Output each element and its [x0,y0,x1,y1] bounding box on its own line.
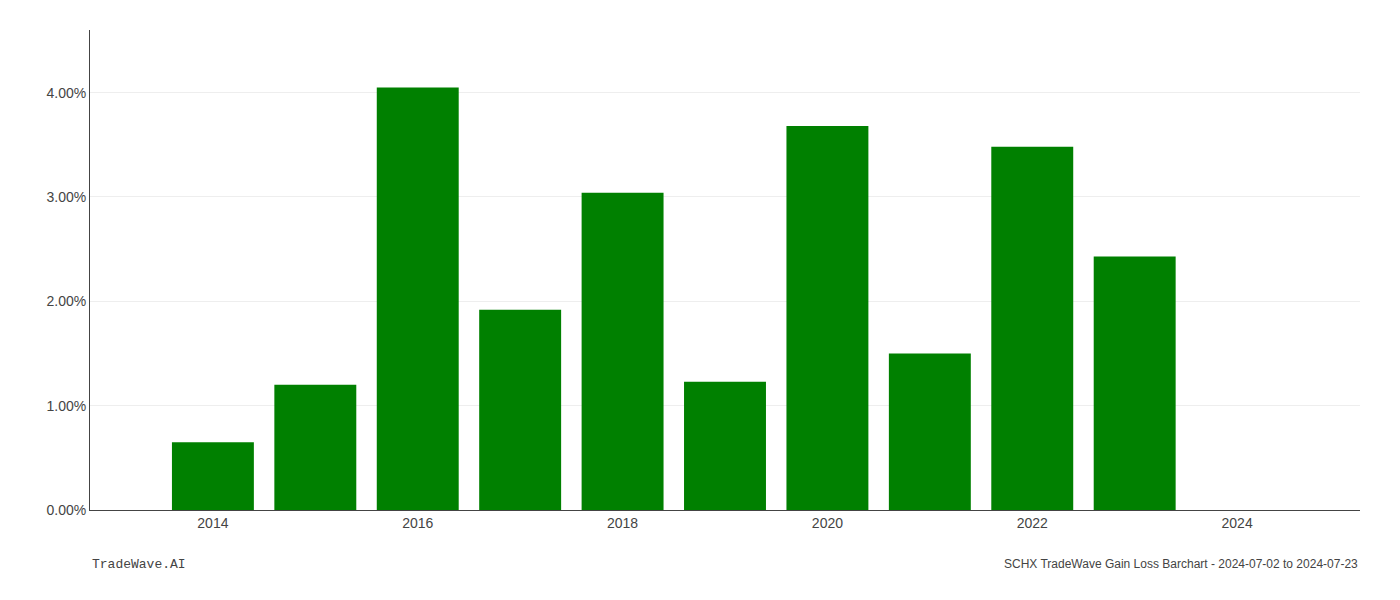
svg-text:2018: 2018 [607,515,638,531]
svg-text:3.00%: 3.00% [46,189,86,205]
svg-text:4.00%: 4.00% [46,85,86,101]
svg-text:0.00%: 0.00% [46,502,86,518]
svg-text:SCHX TradeWave Gain Loss Barch: SCHX TradeWave Gain Loss Barchart - 2024… [1004,557,1358,571]
svg-text:2016: 2016 [402,515,433,531]
svg-text:2.00%: 2.00% [46,293,86,309]
svg-text:2022: 2022 [1017,515,1048,531]
svg-text:2024: 2024 [1222,515,1253,531]
svg-text:2020: 2020 [812,515,843,531]
svg-text:TradeWave.AI: TradeWave.AI [92,557,186,572]
svg-text:2014: 2014 [197,515,228,531]
svg-text:1.00%: 1.00% [46,398,86,414]
